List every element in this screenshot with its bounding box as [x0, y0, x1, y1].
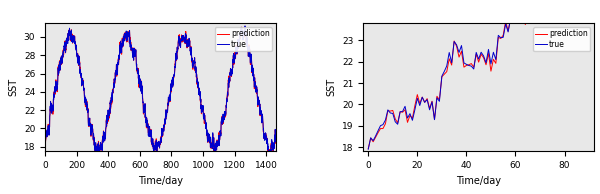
true [546, 16, 553, 18]
true [517, 8, 524, 10]
Line: true: true [368, 0, 587, 149]
true [41, 146, 49, 149]
prediction [241, 25, 248, 27]
true [365, 148, 372, 150]
Legend: prediction, true: prediction, true [215, 27, 272, 51]
true [230, 61, 237, 64]
prediction [265, 158, 272, 160]
prediction [136, 80, 143, 82]
Line: prediction: prediction [45, 26, 275, 159]
prediction [365, 147, 372, 150]
prediction [272, 136, 279, 139]
prediction [230, 63, 237, 65]
prediction [41, 146, 49, 149]
true [136, 81, 143, 83]
prediction [166, 97, 173, 99]
true [272, 135, 279, 137]
true [166, 98, 173, 100]
true [265, 158, 272, 160]
true [551, 5, 559, 7]
prediction [394, 122, 401, 124]
Legend: prediction, true: prediction, true [533, 27, 590, 51]
prediction [260, 133, 268, 135]
prediction [157, 137, 164, 140]
true [260, 133, 268, 135]
Line: prediction: prediction [368, 0, 587, 149]
true [431, 119, 438, 121]
X-axis label: Time/day: Time/day [456, 176, 501, 186]
true [144, 126, 151, 129]
Line: true: true [45, 26, 275, 159]
Y-axis label: SST: SST [8, 78, 18, 96]
prediction [546, 12, 553, 14]
prediction [551, 9, 559, 11]
true [157, 138, 164, 140]
prediction [517, 6, 524, 9]
prediction [431, 118, 438, 121]
Y-axis label: SST: SST [326, 78, 337, 96]
true [241, 25, 248, 27]
prediction [144, 126, 151, 129]
true [394, 123, 401, 125]
X-axis label: Time/day: Time/day [138, 176, 183, 186]
